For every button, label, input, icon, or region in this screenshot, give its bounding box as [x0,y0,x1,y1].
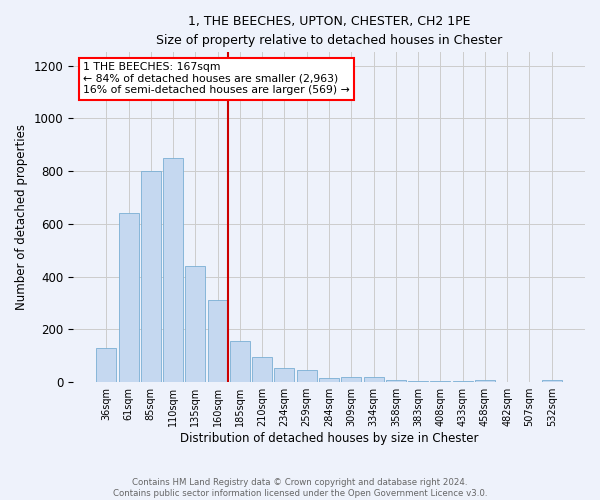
Bar [185,266,205,382]
Text: 1 THE BEECHES: 167sqm
← 84% of detached houses are smaller (2,963)
16% of semi-d: 1 THE BEECHES: 167sqm ← 84% of detached … [83,62,350,96]
Bar [119,214,139,382]
Y-axis label: Number of detached properties: Number of detached properties [15,124,28,310]
Text: Contains HM Land Registry data © Crown copyright and database right 2024.
Contai: Contains HM Land Registry data © Crown c… [113,478,487,498]
Bar [475,380,495,382]
Bar [96,348,116,382]
Bar [341,377,361,382]
Bar [208,300,227,382]
Bar [141,171,161,382]
Bar [408,381,428,382]
X-axis label: Distribution of detached houses by size in Chester: Distribution of detached houses by size … [180,432,478,445]
Title: 1, THE BEECHES, UPTON, CHESTER, CH2 1PE
Size of property relative to detached ho: 1, THE BEECHES, UPTON, CHESTER, CH2 1PE … [156,15,502,47]
Bar [163,158,183,382]
Bar [297,370,317,382]
Bar [386,380,406,382]
Bar [319,378,339,382]
Bar [452,381,473,382]
Bar [430,381,451,382]
Bar [274,368,295,382]
Bar [542,380,562,382]
Bar [230,342,250,382]
Bar [252,357,272,382]
Bar [364,377,383,382]
